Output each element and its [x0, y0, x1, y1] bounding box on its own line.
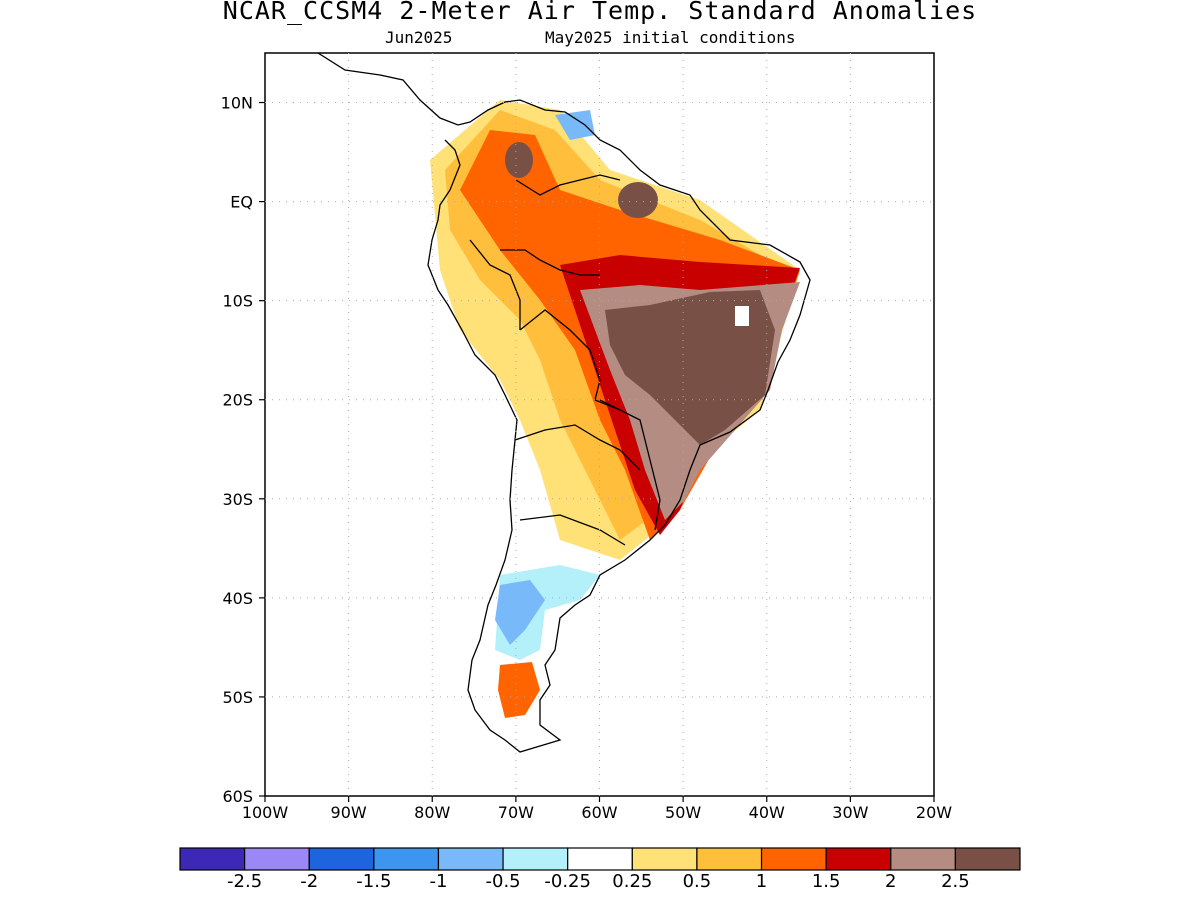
colorbar-label: -0.25: [544, 871, 591, 892]
coastlines: [317, 53, 811, 753]
colorbar-label: 2: [885, 871, 896, 892]
lon-tick-label: 40W: [749, 803, 785, 822]
lon-tick-label: 80W: [414, 803, 450, 822]
colorbar-swatch: [631, 847, 698, 871]
colorbar-label: 0.5: [683, 871, 712, 892]
colorbar-swatch: [244, 847, 310, 871]
anomaly-shade-cool-north: [555, 110, 595, 140]
colorbar-label: 0.25: [612, 871, 652, 892]
lat-tick-label: 30S: [222, 490, 253, 509]
missing-data-cell: [735, 306, 749, 326]
colorbar-label: -2.5: [227, 871, 262, 892]
colorbar-swatch: [760, 847, 827, 871]
anomaly-shade-1p5-patagonia: [498, 662, 540, 718]
colorbar-label: 1: [756, 871, 767, 892]
lat-tick-label: 60S: [222, 787, 253, 806]
lat-tick-label: 10S: [222, 292, 253, 311]
colorbar-swatch: [825, 847, 892, 871]
graticule: [259, 53, 935, 802]
lon-tick-label: 50W: [665, 803, 701, 822]
colorbar-label: -0.5: [486, 871, 521, 892]
colorbar-swatch: [502, 847, 569, 871]
lat-tick-label: 10N: [221, 94, 253, 113]
lon-tick-label: 90W: [331, 803, 367, 822]
lon-tick-label: 70W: [498, 803, 534, 822]
lon-tick-label: 60W: [581, 803, 617, 822]
colorbar-swatch: [567, 847, 633, 871]
anomaly-shade-3: [605, 290, 775, 445]
lat-tick-label: 50S: [222, 688, 253, 707]
lon-tick-label: 100W: [242, 803, 289, 822]
colorbar-swatch: [954, 847, 1021, 871]
anomaly-shade-cool-1: [495, 580, 545, 645]
colorbar-label: -1.5: [356, 871, 391, 892]
colorbar-swatch: [179, 847, 246, 871]
colorbar-swatch: [890, 847, 956, 871]
colorbar-swatch: [437, 847, 504, 871]
lat-tick-label: 40S: [222, 589, 253, 608]
target-month: Jun2025: [385, 28, 453, 47]
colorbar-label: -1: [429, 871, 447, 892]
anomaly-shade-3-andes: [505, 142, 533, 178]
colorbar-label: 1.5: [812, 871, 841, 892]
lon-tick-label: 30W: [832, 803, 868, 822]
lat-tick-label: 20S: [222, 391, 253, 410]
anomaly-shade-3-guiana: [618, 182, 658, 218]
colorbar-swatch: [696, 847, 763, 871]
lon-tick-label: 20W: [916, 803, 952, 822]
colorbar-label: 2.5: [941, 871, 970, 892]
colorbar-swatch: [373, 847, 440, 871]
anomaly-field: [403, 78, 810, 752]
colorbar-swatch: [308, 847, 375, 871]
colorbar-label: -2: [300, 871, 318, 892]
lat-tick-label: EQ: [230, 193, 253, 212]
colorbar: -2.5 -2 -1.5 -1 -0.5 -0.25 0.25 0.5 1 1.5 2 2.5: [179, 847, 1021, 892]
map-title: NCAR_CCSM4 2-Meter Air Temp. Standard An…: [222, 0, 978, 25]
initial-conditions: May2025 initial conditions: [545, 28, 796, 47]
